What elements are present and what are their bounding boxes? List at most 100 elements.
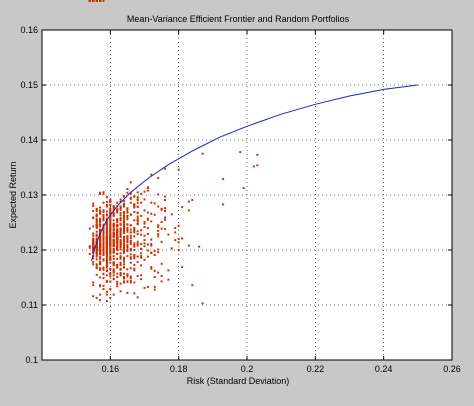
- scatter-point: [105, 240, 108, 243]
- scatter-point: [160, 227, 163, 230]
- scatter-point: [133, 257, 136, 260]
- scatter-point: [92, 261, 95, 264]
- scatter-point: [95, 221, 98, 223]
- scatter-point: [123, 266, 125, 269]
- scatter-point: [133, 255, 136, 258]
- scatter-point: [123, 217, 125, 220]
- scatter-point: [112, 207, 115, 210]
- y-tick-label: 0.11: [21, 300, 38, 310]
- scatter-point: [129, 196, 132, 199]
- scatter-point: [153, 202, 156, 205]
- scatter-point: [150, 212, 153, 215]
- scatter-point: [239, 151, 242, 154]
- scatter-point: [95, 227, 98, 229]
- y-tick-label: 0.16: [20, 25, 38, 35]
- scatter-point: [95, 210, 98, 212]
- scatter-point: [109, 268, 112, 271]
- scatter-point: [105, 248, 108, 251]
- scatter-point: [136, 261, 139, 264]
- scatter-point: [116, 210, 119, 212]
- scatter-point: [136, 255, 139, 258]
- scatter-point: [150, 173, 153, 176]
- scatter-point: [112, 238, 115, 241]
- scatter-point: [157, 233, 160, 236]
- scatter-point: [92, 0, 95, 2]
- scatter-point: [102, 235, 105, 238]
- scatter-point: [123, 235, 125, 238]
- scatter-point: [126, 227, 129, 229]
- scatter-point: [143, 222, 146, 225]
- scatter-point: [136, 274, 139, 277]
- scatter-point: [119, 267, 122, 270]
- scatter-point: [112, 261, 115, 264]
- scatter-point: [109, 232, 112, 234]
- scatter-point: [119, 234, 122, 237]
- scatter-point: [119, 282, 122, 285]
- scatter-point: [116, 283, 119, 286]
- scatter-point: [99, 253, 102, 256]
- scatter-point: [170, 213, 173, 216]
- scatter-point: [109, 243, 112, 245]
- scatter-point: [92, 210, 95, 212]
- scatter-point: [99, 211, 102, 213]
- scatter-point: [157, 235, 160, 238]
- scatter-point: [140, 274, 143, 277]
- scatter-point: [123, 227, 125, 230]
- scatter-point: [123, 224, 125, 227]
- scatter-point: [92, 232, 95, 235]
- scatter-point: [157, 251, 160, 254]
- scatter-point: [109, 280, 112, 283]
- scatter-point: [181, 237, 184, 240]
- scatter-point: [146, 218, 149, 221]
- scatter-point: [116, 219, 119, 222]
- scatter-point: [181, 206, 184, 209]
- scatter-point: [95, 247, 98, 250]
- scatter-point: [95, 233, 98, 236]
- scatter-point: [242, 186, 245, 189]
- scatter-point: [105, 237, 108, 240]
- scatter-point: [123, 276, 125, 278]
- scatter-point: [123, 249, 125, 252]
- scatter-point: [105, 196, 108, 199]
- scatter-point: [119, 208, 122, 211]
- scatter-point: [116, 208, 119, 211]
- chart-title: Mean-Variance Efficient Frontier and Ran…: [127, 14, 350, 24]
- scatter-point: [99, 239, 102, 242]
- scatter-point: [109, 272, 112, 275]
- scatter-point: [102, 233, 105, 236]
- scatter-point: [136, 230, 139, 233]
- scatter-point: [112, 274, 115, 277]
- scatter-point: [102, 219, 105, 222]
- scatter-point: [167, 269, 170, 272]
- scatter-point: [116, 230, 119, 233]
- scatter-point: [119, 268, 122, 271]
- scatter-point: [105, 224, 108, 227]
- scatter-point: [119, 231, 122, 234]
- scatter-point: [119, 248, 122, 251]
- scatter-point: [102, 192, 105, 195]
- scatter-point: [95, 263, 98, 266]
- scatter-point: [153, 276, 156, 278]
- scatter-point: [174, 239, 177, 242]
- scatter-point: [150, 243, 153, 245]
- scatter-point: [95, 273, 98, 276]
- scatter-point: [177, 168, 180, 171]
- scatter-point: [88, 246, 91, 249]
- scatter-point: [136, 222, 139, 225]
- scatter-point: [164, 216, 166, 219]
- scatter-point: [109, 273, 112, 276]
- scatter-point: [126, 236, 129, 239]
- scatter-point: [105, 300, 108, 303]
- scatter-point: [95, 234, 98, 237]
- scatter-point: [116, 236, 119, 239]
- scatter-point: [109, 247, 112, 250]
- scatter-point: [116, 237, 119, 240]
- scatter-point: [109, 223, 112, 226]
- scatter-point: [126, 275, 129, 278]
- scatter-point: [99, 250, 102, 253]
- scatter-point: [150, 201, 153, 204]
- scatter-point: [126, 216, 129, 218]
- scatter-point: [133, 249, 136, 251]
- scatter-point: [109, 251, 112, 254]
- scatter-point: [109, 253, 112, 256]
